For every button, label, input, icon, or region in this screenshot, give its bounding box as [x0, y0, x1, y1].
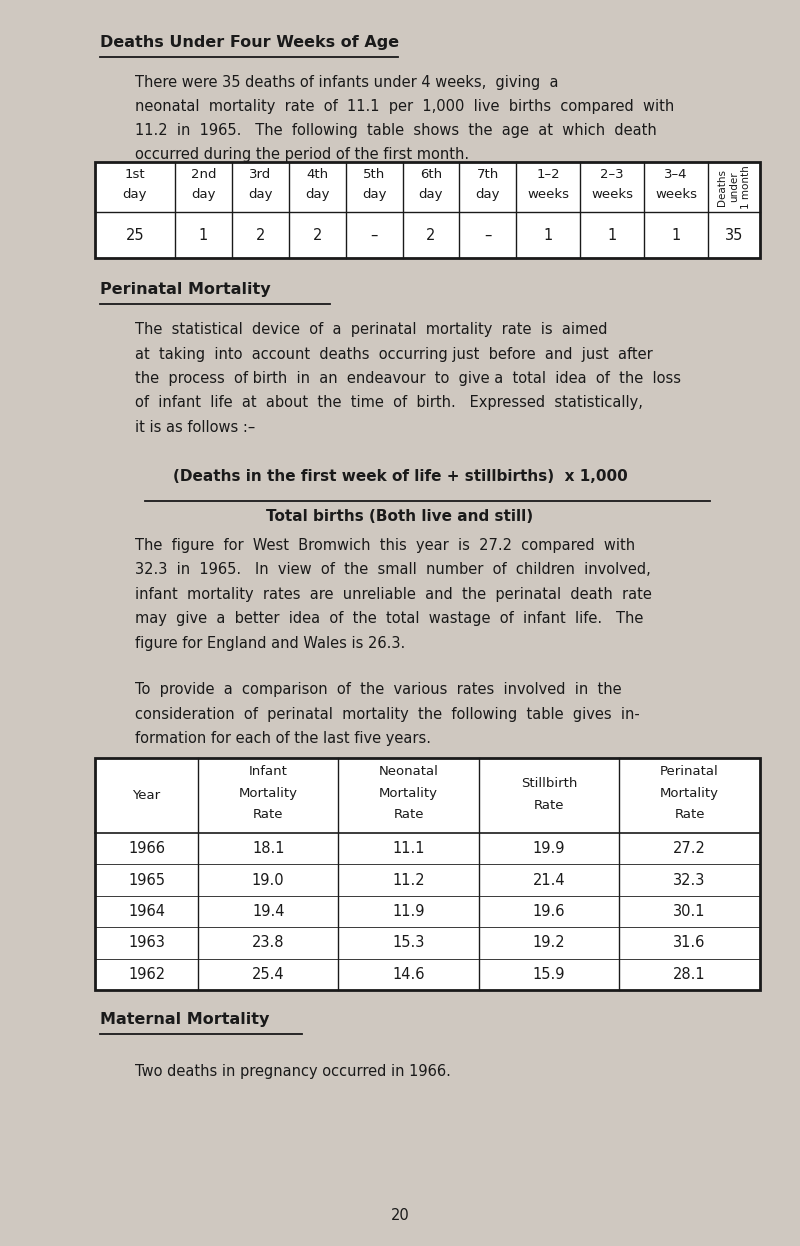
Text: 15.9: 15.9	[533, 967, 565, 982]
Text: 23.8: 23.8	[252, 936, 285, 951]
Text: Deaths
under
1 month: Deaths under 1 month	[717, 166, 751, 209]
Text: 27.2: 27.2	[673, 841, 706, 856]
Text: occurred during the period of the first month.: occurred during the period of the first …	[135, 147, 469, 162]
Text: 18.1: 18.1	[252, 841, 285, 856]
Text: figure for England and Wales is 26.3.: figure for England and Wales is 26.3.	[135, 635, 406, 650]
Text: Perinatal Mortality: Perinatal Mortality	[100, 282, 270, 297]
Text: day: day	[248, 188, 273, 201]
Text: at  taking  into  account  deaths  occurring just  before  and  just  after: at taking into account deaths occurring …	[135, 346, 653, 361]
Text: 32.3: 32.3	[674, 872, 706, 887]
Text: 11.2  in  1965.   The  following  table  shows  the  age  at  which  death: 11.2 in 1965. The following table shows …	[135, 123, 657, 138]
Text: The  statistical  device  of  a  perinatal  mortality  rate  is  aimed: The statistical device of a perinatal mo…	[135, 321, 607, 336]
Text: 35: 35	[725, 228, 743, 243]
Text: 28.1: 28.1	[673, 967, 706, 982]
Text: To  provide  a  comparison  of  the  various  rates  involved  in  the: To provide a comparison of the various r…	[135, 682, 622, 697]
Text: 19.6: 19.6	[533, 905, 565, 920]
Text: day: day	[362, 188, 386, 201]
Text: 25: 25	[126, 228, 144, 243]
Text: 30.1: 30.1	[674, 905, 706, 920]
Text: Infant: Infant	[249, 765, 288, 778]
Text: 32.3  in  1965.   In  view  of  the  small  number  of  children  involved,: 32.3 in 1965. In view of the small numbe…	[135, 562, 650, 577]
Text: 5th: 5th	[363, 168, 385, 181]
Text: Mortality: Mortality	[238, 786, 298, 800]
Bar	[95, 162, 760, 258]
Text: Total births (Both live and still): Total births (Both live and still)	[266, 510, 534, 525]
Text: (Deaths in the first week of life + stillbirths)  x 1,000: (Deaths in the first week of life + stil…	[173, 468, 627, 483]
Text: 25.4: 25.4	[252, 967, 285, 982]
Text: 11.2: 11.2	[392, 872, 425, 887]
Text: 1: 1	[671, 228, 681, 243]
Text: 1: 1	[607, 228, 617, 243]
Text: weeks: weeks	[591, 188, 633, 201]
Text: Stillbirth: Stillbirth	[521, 778, 577, 790]
Text: formation for each of the last five years.: formation for each of the last five year…	[135, 731, 431, 746]
Text: day: day	[476, 188, 500, 201]
Text: 19.9: 19.9	[533, 841, 565, 856]
Text: infant  mortality  rates  are  unreliable  and  the  perinatal  death  rate: infant mortality rates are unreliable an…	[135, 587, 652, 602]
Text: 19.4: 19.4	[252, 905, 285, 920]
Text: Maternal Mortality: Maternal Mortality	[100, 1012, 270, 1027]
Text: –: –	[370, 228, 378, 243]
Text: may  give  a  better  idea  of  the  total  wastage  of  infant  life.   The: may give a better idea of the total wast…	[135, 612, 643, 627]
Text: the  process  of birth  in  an  endeavour  to  give a  total  idea  of  the  los: the process of birth in an endeavour to …	[135, 371, 681, 386]
Text: 11.1: 11.1	[392, 841, 425, 856]
Text: Two deaths in pregnancy occurred in 1966.: Two deaths in pregnancy occurred in 1966…	[135, 1064, 451, 1079]
Text: it is as follows :–: it is as follows :–	[135, 420, 255, 435]
Text: weeks: weeks	[527, 188, 570, 201]
Text: 2: 2	[426, 228, 436, 243]
Text: Year: Year	[133, 789, 161, 802]
Text: 19.2: 19.2	[533, 936, 565, 951]
Text: 2–3: 2–3	[600, 168, 624, 181]
Text: 1966: 1966	[128, 841, 165, 856]
Text: 1–2: 1–2	[537, 168, 560, 181]
Text: day: day	[418, 188, 443, 201]
Text: day: day	[191, 188, 215, 201]
Text: Rate: Rate	[674, 807, 705, 821]
Text: 15.3: 15.3	[392, 936, 425, 951]
Text: 1962: 1962	[128, 967, 165, 982]
Text: 1965: 1965	[128, 872, 165, 887]
Text: Mortality: Mortality	[660, 786, 719, 800]
Text: Deaths Under Four Weeks of Age: Deaths Under Four Weeks of Age	[100, 35, 399, 50]
Text: The  figure  for  West  Bromwich  this  year  is  27.2  compared  with: The figure for West Bromwich this year i…	[135, 538, 635, 553]
Text: 1: 1	[198, 228, 208, 243]
Text: 31.6: 31.6	[674, 936, 706, 951]
Text: Mortality: Mortality	[379, 786, 438, 800]
Text: of  infant  life  at  about  the  time  of  birth.   Expressed  statistically,: of infant life at about the time of birt…	[135, 395, 643, 410]
Text: 20: 20	[390, 1209, 410, 1224]
Text: Rate: Rate	[534, 799, 564, 811]
Text: 21.4: 21.4	[533, 872, 565, 887]
Text: day: day	[122, 188, 147, 201]
Text: 4th: 4th	[306, 168, 328, 181]
Text: neonatal  mortality  rate  of  11.1  per  1,000  live  births  compared  with: neonatal mortality rate of 11.1 per 1,00…	[135, 98, 674, 113]
Text: –: –	[484, 228, 491, 243]
Text: 7th: 7th	[477, 168, 499, 181]
Text: 11.9: 11.9	[392, 905, 425, 920]
Text: There were 35 deaths of infants under 4 weeks,  giving  a: There were 35 deaths of infants under 4 …	[135, 75, 558, 90]
Text: 1963: 1963	[128, 936, 165, 951]
Text: 14.6: 14.6	[392, 967, 425, 982]
Text: 19.0: 19.0	[252, 872, 285, 887]
Text: Rate: Rate	[253, 807, 283, 821]
Text: 1964: 1964	[128, 905, 165, 920]
Text: Rate: Rate	[394, 807, 424, 821]
Text: Perinatal: Perinatal	[660, 765, 719, 778]
Text: 2: 2	[255, 228, 265, 243]
Text: 2: 2	[313, 228, 322, 243]
Text: 3–4: 3–4	[664, 168, 688, 181]
Text: 2nd: 2nd	[190, 168, 216, 181]
Text: 1st: 1st	[125, 168, 146, 181]
Text: weeks: weeks	[655, 188, 697, 201]
Text: Neonatal: Neonatal	[378, 765, 438, 778]
Bar	[95, 758, 760, 991]
Text: day: day	[305, 188, 330, 201]
Text: 1: 1	[544, 228, 553, 243]
Text: consideration  of  perinatal  mortality  the  following  table  gives  in-: consideration of perinatal mortality the…	[135, 706, 640, 721]
Text: 6th: 6th	[420, 168, 442, 181]
Text: 3rd: 3rd	[249, 168, 271, 181]
